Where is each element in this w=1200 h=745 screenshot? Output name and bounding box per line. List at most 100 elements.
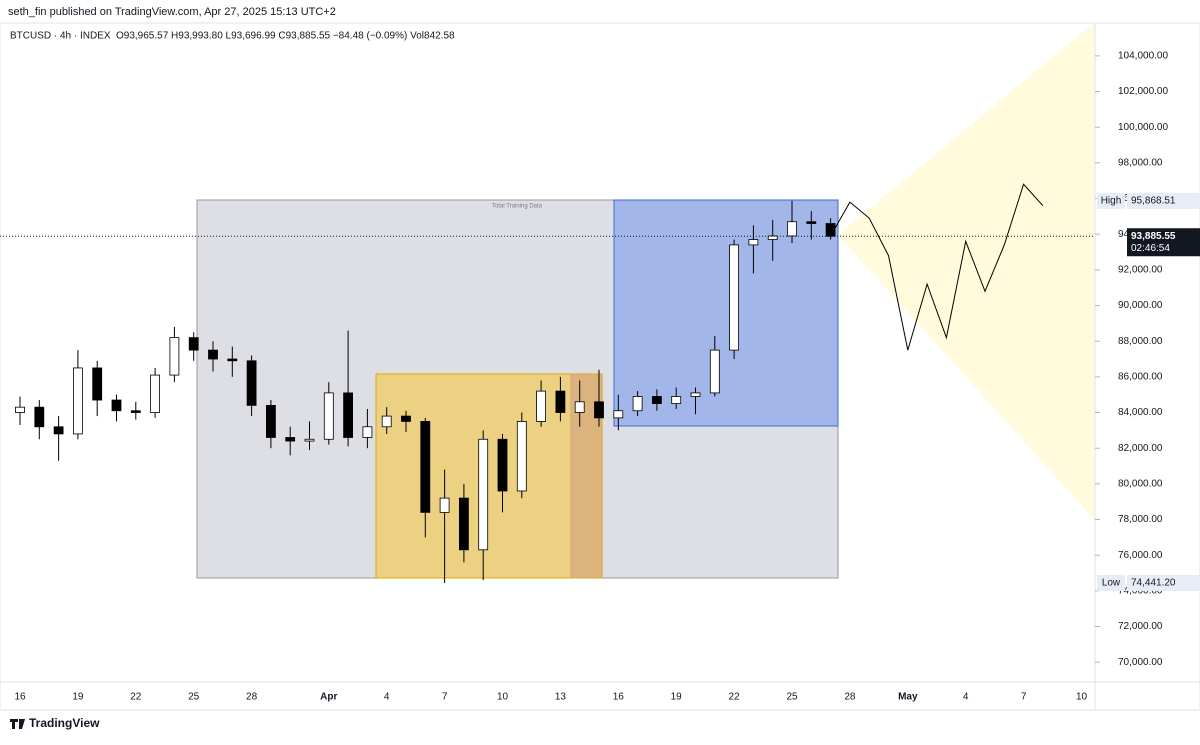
candle-body (227, 358, 238, 362)
x-tick-label: 25 (786, 692, 798, 703)
candle-body (632, 396, 643, 412)
candle-body (265, 404, 276, 438)
candle-body (767, 235, 778, 240)
x-tick-label: Apr (320, 692, 337, 703)
candle-body (478, 438, 489, 551)
candle-body (555, 390, 566, 413)
candle-body (594, 401, 604, 419)
tag-value-box (1127, 228, 1200, 257)
candle-body (34, 406, 45, 428)
training-label: Total Training Data (492, 204, 543, 210)
candle-body (748, 239, 759, 246)
x-tick-label: 10 (1076, 692, 1088, 703)
x-tick-label: 22 (130, 692, 142, 703)
candle-body (729, 244, 739, 351)
yellow-box (375, 373, 603, 579)
y-tick-label: 100,000.00 (1118, 122, 1168, 133)
x-tick-label: 25 (188, 692, 200, 703)
x-tick-label: 28 (246, 692, 258, 703)
candle-body (458, 497, 469, 551)
candle-body (671, 396, 682, 405)
candle-body (439, 497, 450, 513)
x-tick-label: 22 (729, 692, 741, 703)
candle-body (574, 401, 585, 413)
candle-body (516, 421, 527, 492)
tag-value: 74,441.20 (1131, 578, 1176, 589)
candle-body (53, 426, 64, 435)
y-tick-label: 72,000.00 (1118, 621, 1163, 632)
tag-value-box (1127, 574, 1200, 591)
x-tick-label: 16 (613, 692, 625, 703)
candle-body (169, 337, 180, 376)
candle-body (92, 367, 103, 401)
candle-body (401, 415, 411, 422)
tag-name-box (1097, 574, 1125, 591)
y-tick-label: 98,000.00 (1118, 158, 1163, 169)
candle-body (130, 410, 141, 413)
x-tick-label: 10 (497, 692, 509, 703)
candle-body (690, 392, 701, 397)
candle-body (323, 392, 334, 440)
header-title: seth_fin published on TradingView.com, A… (8, 6, 336, 18)
y-tick-label: 74,000.00 (1118, 585, 1163, 596)
footer-brand: TradingView (29, 716, 100, 730)
candle-body (304, 438, 315, 442)
candle-body (381, 415, 392, 428)
y-tick-label: 104,000.00 (1118, 51, 1168, 62)
x-tick-label: May (898, 692, 918, 703)
tag-name-box (1097, 192, 1125, 209)
candle-body (362, 426, 373, 438)
y-tick-label: 86,000.00 (1118, 371, 1163, 382)
candle-body (208, 349, 218, 360)
candle-body (188, 337, 199, 351)
y-tick-label: 102,000.00 (1118, 86, 1168, 97)
blue-box (613, 199, 839, 427)
tag-value: 95,868.51 (1131, 196, 1176, 207)
forecast-line (830, 183, 1044, 351)
x-tick-label: 16 (14, 692, 26, 703)
tag-name: Low (1102, 578, 1121, 589)
x-tick-label: 19 (72, 692, 84, 703)
y-tick-label: 84,000.00 (1118, 407, 1163, 418)
y-tick-label: 92,000.00 (1118, 265, 1163, 276)
x-tick-label: 19 (671, 692, 683, 703)
symbol: BTCUSD · 4h · INDEX (10, 31, 111, 42)
candle-body (285, 437, 296, 442)
candle-body (343, 392, 354, 438)
y-tick-label: 82,000.00 (1118, 443, 1163, 454)
y-tick-label: 90,000.00 (1118, 300, 1163, 311)
candle-body (246, 360, 257, 406)
candle-body (420, 421, 431, 513)
y-tick-label: 76,000.00 (1118, 550, 1163, 561)
tag-value-box (1127, 192, 1200, 209)
candle-body (111, 399, 122, 412)
x-tick-label: 28 (844, 692, 856, 703)
x-tick-label: 7 (442, 692, 448, 703)
tag-value: 93,885.55 (1131, 231, 1176, 242)
candle-body (709, 349, 720, 394)
logo (10, 719, 25, 729)
x-tick-label: 7 (1021, 692, 1027, 703)
tag-countdown: 02:46:54 (1131, 243, 1170, 254)
y-tick-label: 80,000.00 (1118, 478, 1163, 489)
x-tick-label: 4 (384, 692, 390, 703)
candle-body (652, 396, 662, 405)
x-tick-label: 13 (555, 692, 567, 703)
candle-body (613, 410, 624, 419)
tag-name: High (1101, 196, 1122, 207)
candle-body (536, 390, 546, 422)
candle-body (73, 367, 83, 435)
y-tick-label: 70,000.00 (1118, 657, 1163, 668)
x-tick-label: 4 (963, 692, 969, 703)
plot (15, 183, 1044, 583)
ohlc-info: O93,965.57 H93,993.80 L93,696.99 C93,885… (116, 31, 455, 42)
candle-body (825, 223, 836, 237)
candle-body (15, 406, 25, 413)
candle-body (150, 374, 161, 413)
candle-body (497, 438, 508, 492)
forecast-cone (838, 22, 1095, 520)
candle-body (787, 221, 797, 237)
y-tick-label: 88,000.00 (1118, 336, 1163, 347)
candle-body (806, 221, 817, 224)
